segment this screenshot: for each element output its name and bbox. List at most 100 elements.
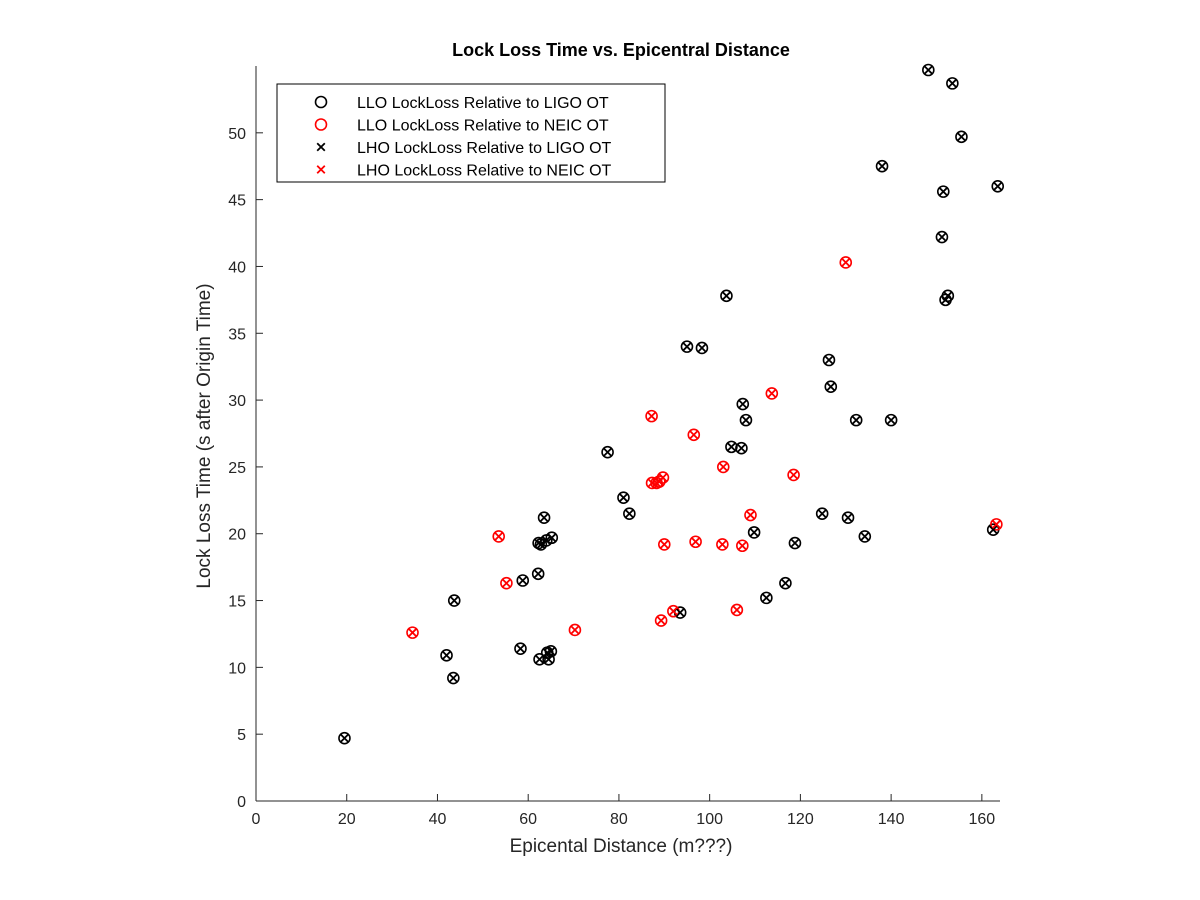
data-point <box>947 78 957 88</box>
data-point <box>680 340 694 353</box>
data-point <box>689 535 702 549</box>
data-point <box>440 649 453 662</box>
legend-marker <box>314 95 328 109</box>
data-point <box>501 578 511 588</box>
data-point <box>988 525 998 535</box>
data-point <box>817 509 827 519</box>
data-point <box>601 445 614 459</box>
data-point <box>689 430 699 440</box>
data-point <box>645 409 658 423</box>
data-point <box>545 531 559 545</box>
y-tick-label: 35 <box>228 326 246 343</box>
legend-marker <box>316 142 326 152</box>
series-4 <box>408 258 1001 638</box>
data-point <box>735 441 748 455</box>
chart-title: Lock Loss Time vs. Epicentral Distance <box>452 40 790 60</box>
data-point <box>697 343 707 353</box>
x-tick-label: 140 <box>878 811 905 828</box>
data-point <box>716 538 729 551</box>
series-2 <box>406 256 1003 639</box>
x-tick-label: 20 <box>338 811 356 828</box>
data-point <box>955 130 968 144</box>
data-point <box>682 342 692 352</box>
data-point <box>716 460 730 474</box>
data-point <box>884 413 898 427</box>
y-tick-label: 25 <box>228 460 246 477</box>
data-point <box>744 508 757 522</box>
data-point <box>514 642 527 655</box>
data-point <box>730 603 744 617</box>
y-tick-label: 10 <box>228 660 246 677</box>
data-point <box>656 616 666 626</box>
data-point <box>824 355 834 365</box>
data-point <box>851 415 861 425</box>
data-point <box>839 256 853 269</box>
data-point <box>787 468 800 482</box>
data-point <box>656 471 670 484</box>
data-point <box>516 644 525 654</box>
legend-label: LLO LockLoss Relative to NEIC OT <box>357 118 609 135</box>
y-axis-ticks: 0 5 10 15 20 25 30 35 40 45 50 <box>228 126 263 811</box>
data-point <box>568 623 582 637</box>
data-point <box>535 654 544 664</box>
data-point <box>779 576 792 590</box>
data-point <box>695 341 709 355</box>
y-tick-label: 50 <box>228 126 246 143</box>
data-point <box>442 650 451 660</box>
data-point <box>492 530 506 543</box>
data-point <box>546 646 556 656</box>
data-point <box>780 578 790 588</box>
data-point <box>875 159 889 173</box>
y-tick-label: 40 <box>228 259 246 276</box>
data-point <box>338 731 351 745</box>
data-point <box>991 179 1005 193</box>
x-tick-label: 160 <box>969 811 996 828</box>
data-point <box>531 567 545 581</box>
data-point <box>749 527 759 537</box>
legend-label: LLO LockLoss Relative to LIGO OT <box>357 95 609 112</box>
data-point <box>448 673 458 683</box>
legend-marker <box>316 165 326 174</box>
data-point <box>741 415 751 425</box>
data-point <box>991 519 1001 529</box>
data-point <box>547 533 557 543</box>
data-point <box>815 507 829 520</box>
data-point <box>518 576 528 585</box>
data-point <box>541 535 551 545</box>
data-point <box>886 415 896 425</box>
y-tick-label: 5 <box>237 727 246 744</box>
data-point <box>449 596 459 605</box>
data-points <box>338 63 1005 745</box>
data-point <box>623 507 636 520</box>
legend-label: LHO LockLoss Relative to NEIC OT <box>357 163 612 180</box>
data-point <box>544 654 554 664</box>
data-point <box>790 538 800 548</box>
data-point <box>789 470 799 480</box>
data-point <box>603 447 613 457</box>
data-point <box>747 526 761 539</box>
data-point <box>675 608 685 618</box>
y-tick-label: 15 <box>228 594 246 611</box>
x-tick-label: 80 <box>610 811 628 828</box>
data-point <box>654 614 668 627</box>
series-1 <box>338 63 1005 745</box>
data-point <box>761 593 771 603</box>
data-point <box>500 576 513 590</box>
data-point <box>923 65 933 75</box>
x-tick-label: 40 <box>429 811 447 828</box>
data-point <box>849 413 863 427</box>
y-tick-label: 30 <box>228 393 246 410</box>
data-point <box>687 428 701 442</box>
data-point <box>739 413 753 427</box>
data-point <box>539 513 549 523</box>
x-tick-label: 120 <box>787 811 814 828</box>
data-point <box>570 625 580 635</box>
data-point <box>943 291 953 301</box>
data-point <box>736 443 746 453</box>
data-point <box>843 513 853 523</box>
data-point <box>736 539 749 553</box>
legend-label: LHO LockLoss Relative to LIGO OT <box>357 140 612 157</box>
legend-marker <box>314 118 328 131</box>
data-point <box>533 653 546 666</box>
y-tick-label: 0 <box>237 794 246 811</box>
